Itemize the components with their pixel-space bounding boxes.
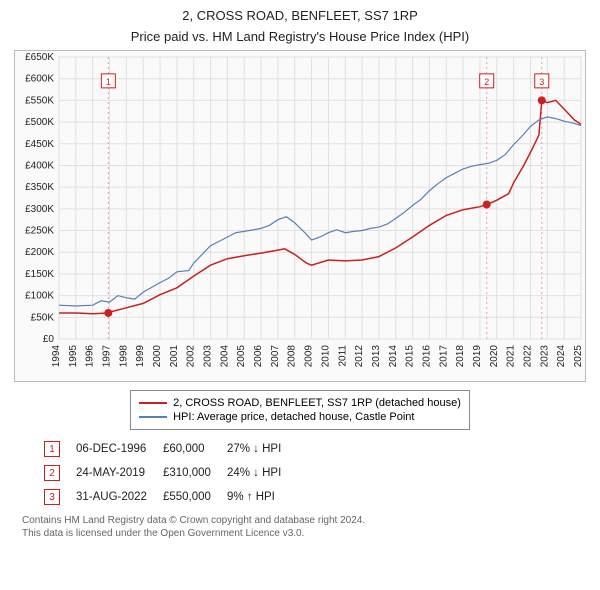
footer-line1: Contains HM Land Registry data © Crown c… (22, 514, 586, 527)
svg-text:2013: 2013 (371, 344, 382, 367)
table-row: 3 31-AUG-2022£550,0009% ↑ HPI (44, 486, 295, 508)
sale-date: 06-DEC-1996 (76, 438, 161, 460)
svg-text:£100K: £100K (25, 290, 54, 301)
svg-text:1998: 1998 (118, 344, 129, 367)
svg-text:£200K: £200K (25, 247, 54, 258)
svg-text:2015: 2015 (405, 344, 416, 367)
svg-text:2000: 2000 (152, 344, 163, 367)
sale-price: £550,000 (163, 486, 225, 508)
svg-text:2007: 2007 (270, 344, 281, 367)
svg-text:2014: 2014 (388, 344, 399, 367)
svg-text:1997: 1997 (102, 344, 113, 367)
legend-swatch (139, 416, 167, 418)
svg-text:2016: 2016 (421, 344, 432, 367)
svg-text:2006: 2006 (253, 344, 264, 367)
svg-text:2017: 2017 (438, 344, 449, 367)
svg-text:£600K: £600K (25, 73, 54, 84)
legend-label: 2, CROSS ROAD, BENFLEET, SS7 1RP (detach… (173, 397, 461, 409)
svg-text:£650K: £650K (25, 52, 54, 63)
footer-note: Contains HM Land Registry data © Crown c… (14, 514, 586, 540)
line-chart: £0 £50K £100K £150K £200K £250K £300K £350K £400… (15, 51, 587, 381)
svg-text:2010: 2010 (320, 344, 331, 367)
svg-text:£400K: £400K (25, 160, 54, 171)
svg-text:2008: 2008 (287, 344, 298, 367)
sale-marker-box: 1 (44, 441, 60, 457)
svg-text:2025: 2025 (573, 344, 584, 367)
svg-text:2011: 2011 (337, 344, 348, 366)
svg-text:£150K: £150K (25, 269, 54, 280)
svg-text:2020: 2020 (489, 344, 500, 367)
sale-delta: 27% ↓ HPI (227, 438, 295, 460)
sale-date: 31-AUG-2022 (76, 486, 161, 508)
svg-text:2012: 2012 (354, 344, 365, 367)
svg-text:£250K: £250K (25, 225, 54, 236)
svg-text:2004: 2004 (219, 344, 230, 367)
sale-delta: 24% ↓ HPI (227, 462, 295, 484)
table-row: 2 24-MAY-2019£310,00024% ↓ HPI (44, 462, 295, 484)
legend-row: HPI: Average price, detached house, Cast… (139, 411, 461, 423)
sale-delta: 9% ↑ HPI (227, 486, 295, 508)
svg-text:£550K: £550K (25, 95, 54, 106)
svg-text:2019: 2019 (472, 344, 483, 367)
svg-text:1996: 1996 (85, 344, 96, 367)
chart-container: £0 £50K £100K £150K £200K £250K £300K £350K £400… (14, 50, 586, 382)
sale-marker-box: 2 (44, 465, 60, 481)
svg-text:2018: 2018 (455, 344, 466, 367)
svg-text:1995: 1995 (68, 344, 79, 367)
legend-row: 2, CROSS ROAD, BENFLEET, SS7 1RP (detach… (139, 397, 461, 409)
sale-price: £310,000 (163, 462, 225, 484)
sale-price: £60,000 (163, 438, 225, 460)
svg-text:2024: 2024 (556, 344, 567, 367)
legend: 2, CROSS ROAD, BENFLEET, SS7 1RP (detach… (130, 390, 470, 430)
chart-title-line2: Price paid vs. HM Land Registry's House … (14, 29, 586, 46)
svg-text:£450K: £450K (25, 139, 54, 150)
sales-table: 1 06-DEC-1996£60,00027% ↓ HPI 2 24-MAY-2019… (42, 436, 297, 510)
svg-text:£0: £0 (43, 334, 55, 345)
svg-text:£300K: £300K (25, 204, 54, 215)
svg-text:2021: 2021 (506, 344, 517, 367)
svg-text:1999: 1999 (135, 344, 146, 367)
svg-text:2023: 2023 (539, 344, 550, 367)
svg-text:2022: 2022 (522, 344, 533, 367)
svg-text:2: 2 (484, 77, 489, 87)
legend-label: HPI: Average price, detached house, Cast… (173, 411, 414, 423)
sale-date: 24-MAY-2019 (76, 462, 161, 484)
legend-swatch (139, 402, 167, 404)
svg-text:£50K: £50K (31, 312, 55, 323)
svg-text:2001: 2001 (169, 344, 180, 367)
svg-text:1994: 1994 (51, 344, 62, 367)
sale-marker-box: 3 (44, 489, 60, 505)
footer-line2: This data is licensed under the Open Gov… (22, 527, 586, 540)
svg-text:1: 1 (106, 77, 111, 87)
svg-text:2005: 2005 (236, 344, 247, 367)
svg-text:3: 3 (539, 77, 544, 87)
svg-text:£500K: £500K (25, 117, 54, 128)
svg-text:2009: 2009 (304, 344, 315, 367)
svg-text:2002: 2002 (186, 344, 197, 367)
svg-text:2003: 2003 (203, 344, 214, 367)
table-row: 1 06-DEC-1996£60,00027% ↓ HPI (44, 438, 295, 460)
svg-text:£350K: £350K (25, 182, 54, 193)
chart-title-line1: 2, CROSS ROAD, BENFLEET, SS7 1RP (14, 8, 586, 25)
